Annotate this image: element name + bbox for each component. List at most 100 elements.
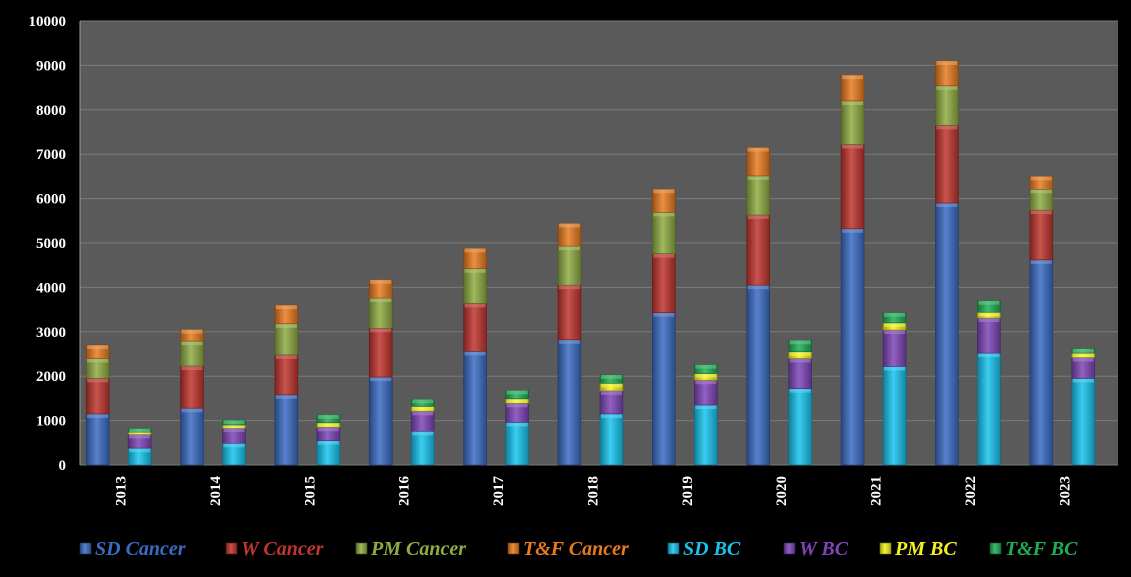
bar-highlight <box>370 377 392 382</box>
bar-highlight <box>747 285 769 290</box>
y-tick-label: 6000 <box>36 192 66 208</box>
bar-highlight <box>506 403 528 408</box>
x-tick-label: 2021 <box>869 476 885 506</box>
bar-highlight <box>506 390 528 395</box>
bar-highlight <box>275 305 297 310</box>
bar-highlight <box>129 448 151 453</box>
bar-highlight <box>223 443 245 448</box>
bar-highlight <box>181 341 203 346</box>
bar-highlight <box>558 246 580 251</box>
bar-highlight <box>884 322 906 327</box>
bar-sd-cancer-2015 <box>274 394 299 466</box>
bar-w-cancer-2016 <box>368 327 393 378</box>
bar-highlight <box>600 383 622 388</box>
bar-highlight <box>558 339 580 344</box>
bar-pm-cancer-2019 <box>652 212 676 254</box>
bar-highlight <box>1030 259 1052 264</box>
bar-w-cancer-2018 <box>557 284 582 341</box>
bar-highlight <box>936 60 958 65</box>
legend-swatch-w-cancer <box>225 542 238 555</box>
bar-highlight <box>1072 348 1094 353</box>
bar-highlight <box>317 414 339 419</box>
bar-highlight <box>653 189 675 194</box>
bar-pm-cancer-2020 <box>746 175 770 216</box>
bar-highlight <box>275 394 297 399</box>
legend-swatch-w-bc <box>783 542 796 555</box>
bar-highlight <box>600 390 622 395</box>
legend-swatch-tandf-bc <box>989 542 1002 555</box>
bar-highlight <box>936 125 958 130</box>
x-tick-label: 2015 <box>302 476 318 506</box>
bar-highlight <box>978 318 1000 323</box>
legend-label-w-bc: W BC <box>799 538 849 560</box>
y-tick-label: 2000 <box>36 369 66 385</box>
bar-w-bc-2022 <box>977 317 1001 354</box>
bar-highlight <box>1072 378 1094 383</box>
bar-highlight <box>747 175 769 180</box>
y-tick-label: 10000 <box>29 14 67 30</box>
bar-highlight <box>653 253 675 258</box>
bar-highlight <box>464 268 486 273</box>
bar-sd-cancer-2016 <box>368 376 393 466</box>
bar-highlight <box>884 312 906 317</box>
x-tick-label: 2013 <box>114 476 130 506</box>
bar-highlight <box>600 374 622 379</box>
bar-highlight <box>936 85 958 90</box>
bar-sd-bc-2023 <box>1071 378 1096 466</box>
bar-pm-cancer-2018 <box>557 245 582 286</box>
bar-highlight <box>412 411 434 416</box>
bar-highlight <box>317 422 339 427</box>
legend-swatch-pm-bc <box>879 542 892 555</box>
bar-sd-bc-2016 <box>410 430 435 466</box>
legend-label-sd-bc: SD BC <box>683 538 741 560</box>
bar-highlight <box>695 405 717 410</box>
bar-highlight <box>181 408 203 413</box>
bar-highlight <box>936 203 958 208</box>
bar-highlight <box>1072 357 1094 362</box>
bar-w-cancer-2019 <box>652 253 676 314</box>
bar-highlight <box>1030 189 1052 194</box>
bar-highlight <box>695 380 717 385</box>
legend-swatch-pm-cancer <box>355 542 368 555</box>
x-tick-label: 2014 <box>208 476 224 507</box>
bar-sd-cancer-2022 <box>935 202 959 466</box>
bar-highlight <box>747 215 769 220</box>
bar-highlight <box>789 388 811 393</box>
bar-highlight <box>412 399 434 404</box>
bar-highlight <box>129 434 151 439</box>
bar-sd-bc-2017 <box>505 422 529 466</box>
bar-highlight <box>1072 353 1094 358</box>
legend-label-pm-cancer: PM Cancer <box>370 538 466 560</box>
legend-label-w-cancer: W Cancer <box>241 538 324 560</box>
x-tick-label: 2017 <box>491 476 507 507</box>
bar-highlight <box>884 366 906 371</box>
bar-highlight <box>317 440 339 445</box>
bar-highlight <box>884 330 906 335</box>
bar-w-cancer-2022 <box>935 125 959 204</box>
legend-label-tandf-bc: T&F BC <box>1005 538 1078 560</box>
y-tick-label: 0 <box>59 458 67 474</box>
y-tick-label: 4000 <box>36 280 66 296</box>
bar-highlight <box>558 285 580 290</box>
bar-highlight <box>370 298 392 303</box>
bar-highlight <box>747 147 769 152</box>
bar-highlight <box>275 354 297 359</box>
bar-w-bc-2021 <box>882 329 907 367</box>
legend-label-tandf-cancer: T&F Cancer <box>523 538 629 560</box>
bars <box>85 60 1096 466</box>
bar-highlight <box>370 328 392 333</box>
x-tick-label: 2023 <box>1057 476 1073 506</box>
y-tick-label: 3000 <box>36 325 66 341</box>
bar-highlight <box>978 312 1000 317</box>
bar-pm-cancer-2017 <box>463 268 487 304</box>
bar-highlight <box>275 323 297 328</box>
bar-highlight <box>87 345 109 350</box>
bar-pm-cancer-2015 <box>274 323 299 356</box>
bar-highlight <box>558 223 580 228</box>
bar-highlight <box>370 279 392 284</box>
x-tick-label: 2016 <box>397 476 413 507</box>
bar-highlight <box>978 300 1000 305</box>
bar-w-cancer-2014 <box>180 365 204 409</box>
bar-sd-bc-2020 <box>788 388 812 466</box>
